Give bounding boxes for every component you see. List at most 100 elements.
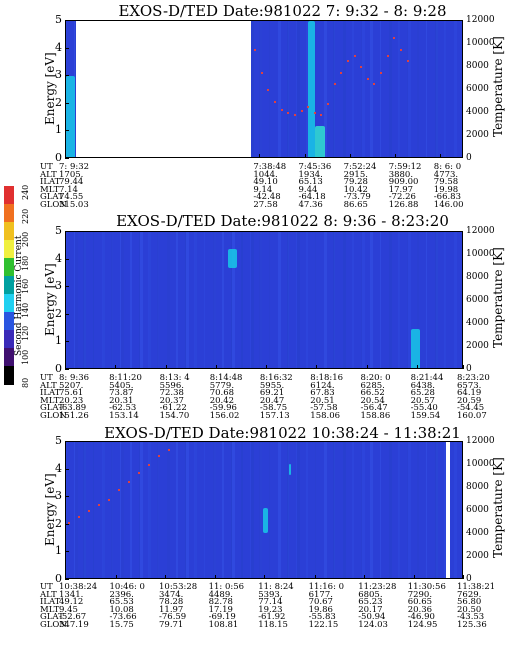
y-tick-label: 1	[55, 123, 62, 137]
heatmap-texture	[296, 442, 297, 578]
heatmap-texture	[231, 232, 232, 368]
ephemeris-value: 10.42	[343, 184, 368, 195]
y-tick-label: 5	[55, 224, 62, 237]
ephemeris-value: 6285.	[360, 380, 385, 391]
colorbar-tick-label: 200	[21, 231, 30, 247]
heatmap-texture	[93, 232, 94, 368]
heatmap-texture	[361, 232, 362, 368]
ephemeris-value: 5207.	[59, 380, 84, 391]
heatmap-texture	[297, 21, 300, 157]
heatmap-texture	[157, 232, 159, 368]
heatmap-texture	[204, 232, 205, 368]
x-tick-mark	[413, 575, 415, 579]
heatmap-texture	[333, 232, 335, 368]
colorbar	[4, 186, 14, 385]
heatmap-texture	[362, 232, 365, 368]
x-tick-mark	[314, 575, 316, 579]
ephemeris-value: 6124.	[310, 380, 335, 391]
ephemeris-value: 8: 9:36	[59, 373, 90, 383]
temperature-point	[68, 521, 71, 524]
ephemeris-value: 20.23	[59, 395, 84, 406]
ephemeris-value: 65.23	[358, 597, 383, 608]
ephemeris-value: 10:46: 0	[109, 582, 145, 592]
ephemeris-value: -61.92	[258, 612, 286, 623]
ephemeris-value: 47.36	[298, 200, 323, 210]
ephemeris-row-label: GLAT	[40, 403, 64, 414]
y2-tick-label: 10000	[466, 459, 495, 469]
ephemeris-value: 347.19	[59, 620, 89, 630]
y2-tick-label: 12000	[466, 226, 495, 236]
temperature-point	[108, 498, 111, 501]
ephemeris-value: 909.00	[388, 177, 419, 188]
temperature-point	[138, 472, 140, 474]
ephemeris-value: 7:59:12	[388, 162, 422, 172]
ephemeris-value: 151.26	[59, 411, 89, 421]
heatmap-texture	[398, 21, 400, 157]
ephemeris-value: 5405.	[109, 380, 134, 391]
ephemeris-value: -62.53	[109, 403, 137, 414]
temperature-point	[346, 60, 349, 63]
ephemeris-value: 7:52:24	[343, 162, 377, 172]
temperature-point	[320, 114, 323, 117]
ephemeris-value: 10.08	[109, 604, 134, 615]
heatmap-texture	[361, 442, 362, 578]
colorbar-swatch	[4, 294, 14, 313]
heatmap-texture	[259, 21, 262, 157]
heatmap-texture	[352, 21, 354, 157]
heatmap-texture	[370, 442, 373, 578]
heatmap-texture	[343, 232, 346, 368]
y2-tick-label: 8000	[466, 61, 489, 71]
ephemeris-value: 79.58	[433, 177, 459, 188]
heatmap-texture	[176, 442, 178, 578]
heatmap-texture	[398, 442, 400, 578]
ephemeris-value: -43.53	[457, 612, 485, 623]
heatmap-texture	[140, 442, 143, 578]
ephemeris-value: 15.75	[109, 620, 134, 630]
ephemeris-value: 118.15	[258, 620, 288, 630]
ephemeris-value: -57.58	[310, 403, 338, 414]
colorbar-swatch	[4, 366, 14, 385]
temperature-point	[98, 504, 101, 507]
ephemeris-value: 154.70	[159, 411, 190, 421]
ephemeris-row-label: ALT	[40, 589, 57, 600]
ephemeris-value: -55.40	[410, 403, 438, 414]
ephemeris-value: 6438.	[410, 380, 435, 391]
ephemeris-row-label: GLAT	[40, 612, 64, 623]
ephemeris-value: 65.13	[298, 177, 323, 188]
ephemeris-value: 2915.	[343, 169, 368, 180]
y-tick-mark	[65, 20, 69, 21]
heatmap-texture	[83, 232, 86, 368]
heatmap-texture	[352, 232, 354, 368]
y-tick-label: 1	[55, 334, 62, 348]
ephemeris-value: -72.26	[388, 192, 416, 203]
ephemeris-value: 20.50	[457, 604, 482, 615]
temperature-point	[360, 66, 363, 68]
y-tick-label: 4	[55, 40, 62, 54]
ephemeris-row-label: UT	[40, 373, 53, 383]
y-tick-mark	[65, 231, 69, 232]
heatmap-texture	[185, 442, 186, 578]
heatmap-texture	[407, 21, 408, 157]
ephemeris-value: 11:38:21	[457, 582, 496, 592]
heatmap-texture	[389, 442, 392, 578]
ephemeris-value: 20.37	[159, 395, 184, 406]
ephemeris-value: 4489.	[208, 589, 233, 600]
y-tick-label: 1	[55, 544, 62, 558]
intensity-feature	[289, 464, 292, 476]
temperature-point	[406, 60, 409, 63]
heatmap-texture	[250, 232, 251, 368]
heatmap-texture	[296, 21, 297, 157]
ephemeris-value: 122.15	[308, 620, 339, 630]
heatmap-texture	[444, 21, 446, 157]
ephemeris-value: -63.89	[59, 403, 87, 414]
ephemeris-value: -69.19	[208, 612, 236, 623]
y-tick-mark	[65, 496, 69, 498]
x-tick-mark	[115, 365, 117, 369]
temperature-point	[78, 515, 81, 518]
ephemeris-value: 20.57	[410, 395, 435, 406]
heatmap-texture	[315, 232, 316, 368]
temperature-point	[167, 449, 170, 452]
heatmap-texture	[278, 232, 281, 368]
ephemeris-value: 2396.	[109, 589, 134, 600]
ephemeris-value: -73.66	[109, 612, 137, 623]
